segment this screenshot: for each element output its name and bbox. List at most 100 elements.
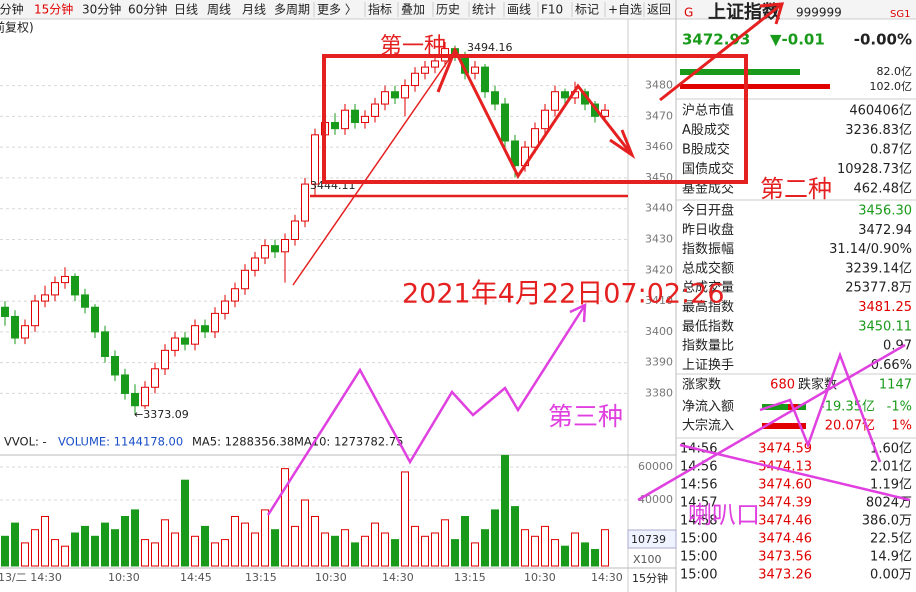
candle-body xyxy=(61,275,69,284)
candle-body xyxy=(391,91,399,99)
flow-pct: 1% xyxy=(891,419,912,434)
stat-label: 指数量比 xyxy=(682,339,734,354)
candle-body xyxy=(401,85,409,99)
volume-bar xyxy=(461,516,469,567)
y-tick-label: 3430 xyxy=(645,233,673,246)
toolbar-item[interactable]: 月线 xyxy=(242,3,266,17)
time-label: 13:15 xyxy=(245,571,277,584)
toolbar-item[interactable]: 日线 xyxy=(174,3,198,17)
stat-value: 3481.25 xyxy=(858,300,912,315)
toolbar-item[interactable]: 返回 xyxy=(647,3,671,17)
volume-bar xyxy=(71,532,79,567)
volume-bar xyxy=(451,539,459,567)
volume-bar xyxy=(541,525,549,567)
toolbar-item[interactable]: 5分钟 xyxy=(0,2,24,17)
candle-body xyxy=(81,294,89,308)
arrow-head xyxy=(569,302,587,323)
box-annotation xyxy=(322,54,748,184)
volume-bar xyxy=(561,545,569,567)
candle-body xyxy=(551,91,559,111)
volume-bar xyxy=(511,506,519,567)
low-label: ←3373.09 xyxy=(134,408,189,421)
row-value: 10928.73亿 xyxy=(837,162,912,177)
row-label: A股成交 xyxy=(682,122,730,138)
candle-body xyxy=(471,66,479,74)
badge: SG1 xyxy=(890,9,910,20)
time-label: 10:30 xyxy=(315,571,347,584)
volume-bar xyxy=(441,519,449,567)
toolbar-item[interactable]: 周线 xyxy=(207,3,231,17)
annotation-text: 2021年4月22日07:02:26 xyxy=(402,279,725,310)
toolbar-item[interactable]: 30分钟 xyxy=(82,2,121,17)
candle-body xyxy=(71,275,79,296)
volume-bar xyxy=(181,479,189,567)
tick-time: 14:58 xyxy=(680,514,717,529)
stat-label: 上证换手 xyxy=(682,358,734,373)
toolbar-item[interactable]: 更多 〉 xyxy=(317,3,357,17)
time-label: 14:30 xyxy=(591,571,623,584)
candle-body xyxy=(221,300,229,314)
tick-time: 14:57 xyxy=(680,496,717,511)
stat-label: 昨日收盘 xyxy=(682,222,734,238)
tick-price: 3474.60 xyxy=(758,478,812,493)
toolbar-item[interactable]: 画线 xyxy=(507,3,531,17)
candle-body xyxy=(121,374,129,394)
toolbar-item[interactable]: 15分钟 xyxy=(34,2,73,17)
volume-bar xyxy=(521,529,529,567)
volume-bar xyxy=(231,516,239,567)
candle-body xyxy=(261,245,269,259)
volume-bar xyxy=(361,535,369,567)
candle-body xyxy=(431,60,439,68)
breadth-value: 680 xyxy=(770,378,795,393)
toolbar-item[interactable]: 统计 xyxy=(472,3,496,17)
candle-body xyxy=(501,103,509,142)
volume-bar xyxy=(551,539,559,567)
candle-body xyxy=(201,325,209,333)
current-volume: 10739 xyxy=(631,533,666,546)
period-label[interactable]: 15分钟 xyxy=(632,571,668,585)
toolbar-item[interactable]: F10 xyxy=(541,3,563,17)
stat-label: 最高指数 xyxy=(682,299,734,315)
zigzag xyxy=(436,46,634,179)
tick-price: 3473.26 xyxy=(758,568,812,583)
volume-unit: X100 xyxy=(633,553,662,566)
row-value: 462.48亿 xyxy=(854,182,913,197)
tick-price: 3473.56 xyxy=(758,550,812,565)
toolbar-item[interactable]: 历史 xyxy=(436,3,460,17)
tick-amount: 22.5亿 xyxy=(870,532,912,547)
volume-bar xyxy=(111,529,119,567)
time-label: 13/二 14:30 xyxy=(0,571,62,584)
volume-bar xyxy=(471,542,479,567)
current-box xyxy=(627,529,677,549)
time-label: 13:15 xyxy=(454,571,486,584)
lower-trend xyxy=(679,443,911,502)
candle-body xyxy=(131,392,139,407)
stat-value: 0.97 xyxy=(883,339,912,354)
candle-body xyxy=(601,109,609,117)
candle-body xyxy=(101,331,109,357)
time-label: 10:30 xyxy=(108,571,140,584)
toolbar-item[interactable]: 指标 xyxy=(368,2,392,17)
toolbar-item[interactable]: 叠加 xyxy=(401,3,425,17)
candle-body xyxy=(511,140,519,167)
y-tick-label: 3390 xyxy=(645,356,673,369)
toolbar-item[interactable]: 多周期 xyxy=(274,3,310,17)
stat-value: 3450.11 xyxy=(858,319,912,334)
volume-bar xyxy=(201,525,209,567)
price: 3472.93 xyxy=(682,31,750,49)
toolbar-item[interactable]: 60分钟 xyxy=(128,2,167,17)
row-value: 3236.83亿 xyxy=(845,123,912,138)
candle-body xyxy=(491,91,499,105)
toolbar-item[interactable]: +自选 xyxy=(608,3,642,17)
candle-body xyxy=(1,306,9,317)
volume-bar xyxy=(401,471,409,567)
annotation-drawing xyxy=(266,2,911,516)
flow-value: -19.35亿 xyxy=(820,400,875,415)
time-label: 10:30 xyxy=(524,571,556,584)
y-tick-label: 60000 xyxy=(638,460,673,473)
flow-bar xyxy=(762,404,806,410)
toolbar-item[interactable]: 标记 xyxy=(575,3,599,17)
volume-bar xyxy=(1,535,9,567)
